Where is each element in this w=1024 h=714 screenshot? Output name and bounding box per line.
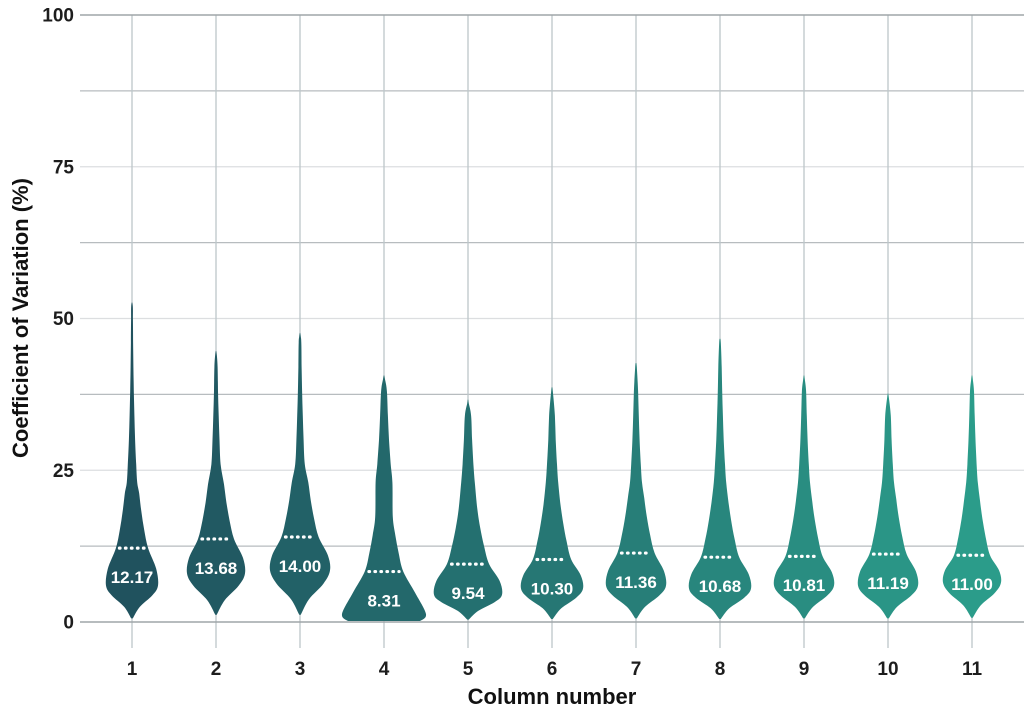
x-tick-label-3: 3 [295, 659, 306, 680]
violin-body-10 [857, 393, 919, 619]
y-tick-label-0: 0 [63, 613, 74, 634]
x-tick-label-1: 1 [127, 659, 138, 680]
violin-body-7 [605, 363, 667, 619]
violin-6: 10.30 [520, 387, 584, 619]
violin-11: 11.00 [942, 375, 1002, 618]
median-value-label-5: 9.54 [451, 584, 485, 603]
median-value-label-4: 8.31 [367, 591, 400, 610]
x-tick-label-2: 2 [211, 659, 222, 680]
violin-7: 11.36 [605, 363, 667, 619]
violin-body-4 [341, 375, 427, 621]
median-value-label-8: 10.68 [699, 577, 742, 596]
x-tick-label-4: 4 [379, 659, 390, 680]
median-value-label-7: 11.36 [615, 573, 657, 592]
x-tick-label-5: 5 [463, 659, 474, 680]
median-value-label-9: 10.81 [783, 576, 826, 595]
violin-9: 10.81 [773, 375, 835, 619]
x-tick-label-8: 8 [715, 659, 726, 680]
violin-body-3 [269, 332, 331, 615]
violin-8: 10.68 [688, 338, 752, 619]
x-tick-label-6: 6 [547, 659, 558, 680]
x-tick-label-9: 9 [799, 659, 810, 680]
violin-1: 12.17 [105, 302, 159, 619]
violin-body-2 [186, 350, 246, 615]
x-tick-label-11: 11 [962, 659, 983, 680]
y-axis-title: Coefficient of Variation (%) [8, 178, 33, 458]
violin-body-1 [105, 302, 159, 619]
violin-10: 11.19 [857, 393, 919, 619]
median-value-label-11: 11.00 [951, 575, 993, 594]
violin-body-11 [942, 375, 1002, 618]
x-tick-label-10: 10 [877, 659, 898, 680]
median-value-label-10: 11.19 [867, 574, 909, 593]
violin-5: 9.54 [433, 399, 503, 620]
x-tick-label-7: 7 [631, 659, 642, 680]
violin-4: 8.31 [341, 375, 427, 621]
median-value-label-6: 10.30 [531, 579, 574, 598]
median-value-label-1: 12.17 [111, 568, 154, 587]
violin-3: 14.00 [269, 332, 331, 615]
y-tick-label-50: 50 [53, 309, 74, 330]
median-value-label-3: 14.00 [279, 557, 322, 576]
violin-body-8 [688, 338, 752, 619]
x-axis-title: Column number [467, 684, 637, 709]
violin-body-6 [520, 387, 584, 619]
violin-2: 13.68 [186, 350, 246, 615]
y-tick-label-100: 100 [42, 6, 74, 27]
y-tick-label-25: 25 [53, 461, 75, 482]
median-value-label-2: 13.68 [195, 559, 238, 578]
y-tick-label-75: 75 [53, 157, 75, 178]
